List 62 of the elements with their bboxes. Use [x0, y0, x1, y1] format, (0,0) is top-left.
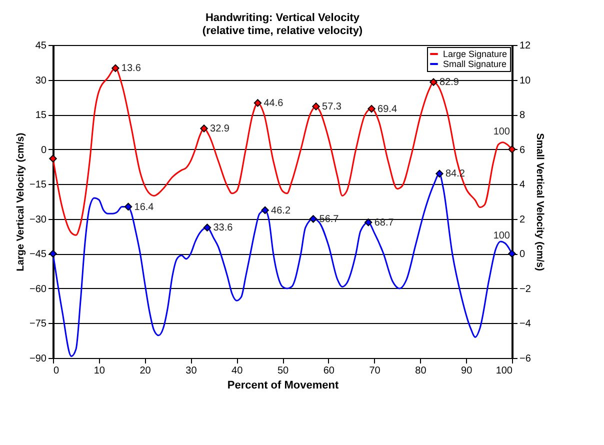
chart-subtitle: (relative time, relative velocity) — [202, 25, 363, 37]
point — [200, 124, 208, 132]
point — [368, 104, 376, 113]
legend-label: Small Signature — [443, 59, 507, 69]
y-tick-label: −15 — [30, 180, 47, 191]
y2-tick-label: 12 — [520, 40, 532, 52]
x-tick-label: 80 — [415, 366, 427, 376]
annotation: 100 — [493, 126, 510, 138]
x-tick-label: 40 — [232, 366, 244, 376]
y-axis-title: Large Vertical Velocity (cm/s) — [16, 132, 27, 272]
y-tick-label: −45 — [30, 249, 47, 260]
y2-tick-label: 0 — [520, 249, 526, 260]
chart-title: Handwriting: Vertical Velocity — [205, 12, 360, 24]
y-tick-label: 30 — [35, 75, 47, 86]
x-tick-label: 70 — [369, 366, 381, 376]
annotation: 100 — [493, 230, 510, 242]
x-tick-label: 50 — [277, 366, 289, 376]
point — [124, 202, 132, 211]
annotation: 69.4 — [378, 104, 398, 115]
y2-tick-label: −6 — [520, 354, 532, 364]
y-tick-label: −90 — [30, 354, 47, 364]
point — [112, 64, 120, 72]
x-tick-label: 10 — [94, 366, 106, 376]
point — [312, 102, 320, 110]
y2-tick-label: 4 — [520, 180, 526, 191]
y-tick-label: 0 — [40, 144, 47, 156]
annotation: 57.3 — [322, 101, 342, 112]
x-tick-label: 90 — [461, 366, 473, 376]
annotation: 68.7 — [374, 217, 394, 228]
annotation: 32.9 — [210, 123, 230, 134]
y2-tick-label: 8 — [520, 110, 526, 122]
point — [203, 224, 212, 232]
y2-tick-label: 10 — [520, 75, 532, 86]
point — [364, 218, 372, 226]
y-tick-label: −30 — [30, 214, 47, 226]
y-tick-label: 45 — [35, 40, 47, 52]
x-tick-label: 20 — [140, 366, 152, 376]
x-axis-title: Percent of Movement — [227, 380, 339, 392]
y2-axis-title: Small Vertical Velocity (cm/s) — [534, 133, 545, 271]
point — [309, 215, 318, 223]
point — [430, 78, 438, 86]
annotation: 46.2 — [271, 205, 291, 216]
annotation: 33.6 — [213, 222, 234, 234]
x-tick-label: 100 — [496, 366, 513, 376]
y-tick-label: −75 — [30, 318, 47, 330]
legend-label: Large Signature — [443, 49, 508, 59]
x-tick-label: 0 — [54, 366, 60, 376]
y-tick-label: −60 — [30, 284, 47, 295]
x-tick-label: 30 — [186, 366, 198, 376]
annotation: 13.6 — [121, 63, 142, 74]
point — [49, 154, 57, 162]
point — [254, 99, 262, 107]
y2-tick-label: 6 — [520, 144, 526, 156]
point — [436, 170, 444, 178]
y2-tick-label: −4 — [520, 318, 532, 330]
y2-tick-label: 2 — [520, 214, 526, 226]
point — [261, 206, 269, 214]
annotation: 44.6 — [264, 98, 284, 109]
annotation: 16.4 — [134, 202, 154, 213]
y-tick-label: 15 — [35, 110, 47, 122]
x-tick-label: 60 — [323, 366, 335, 376]
y2-tick-label: −2 — [520, 284, 532, 295]
